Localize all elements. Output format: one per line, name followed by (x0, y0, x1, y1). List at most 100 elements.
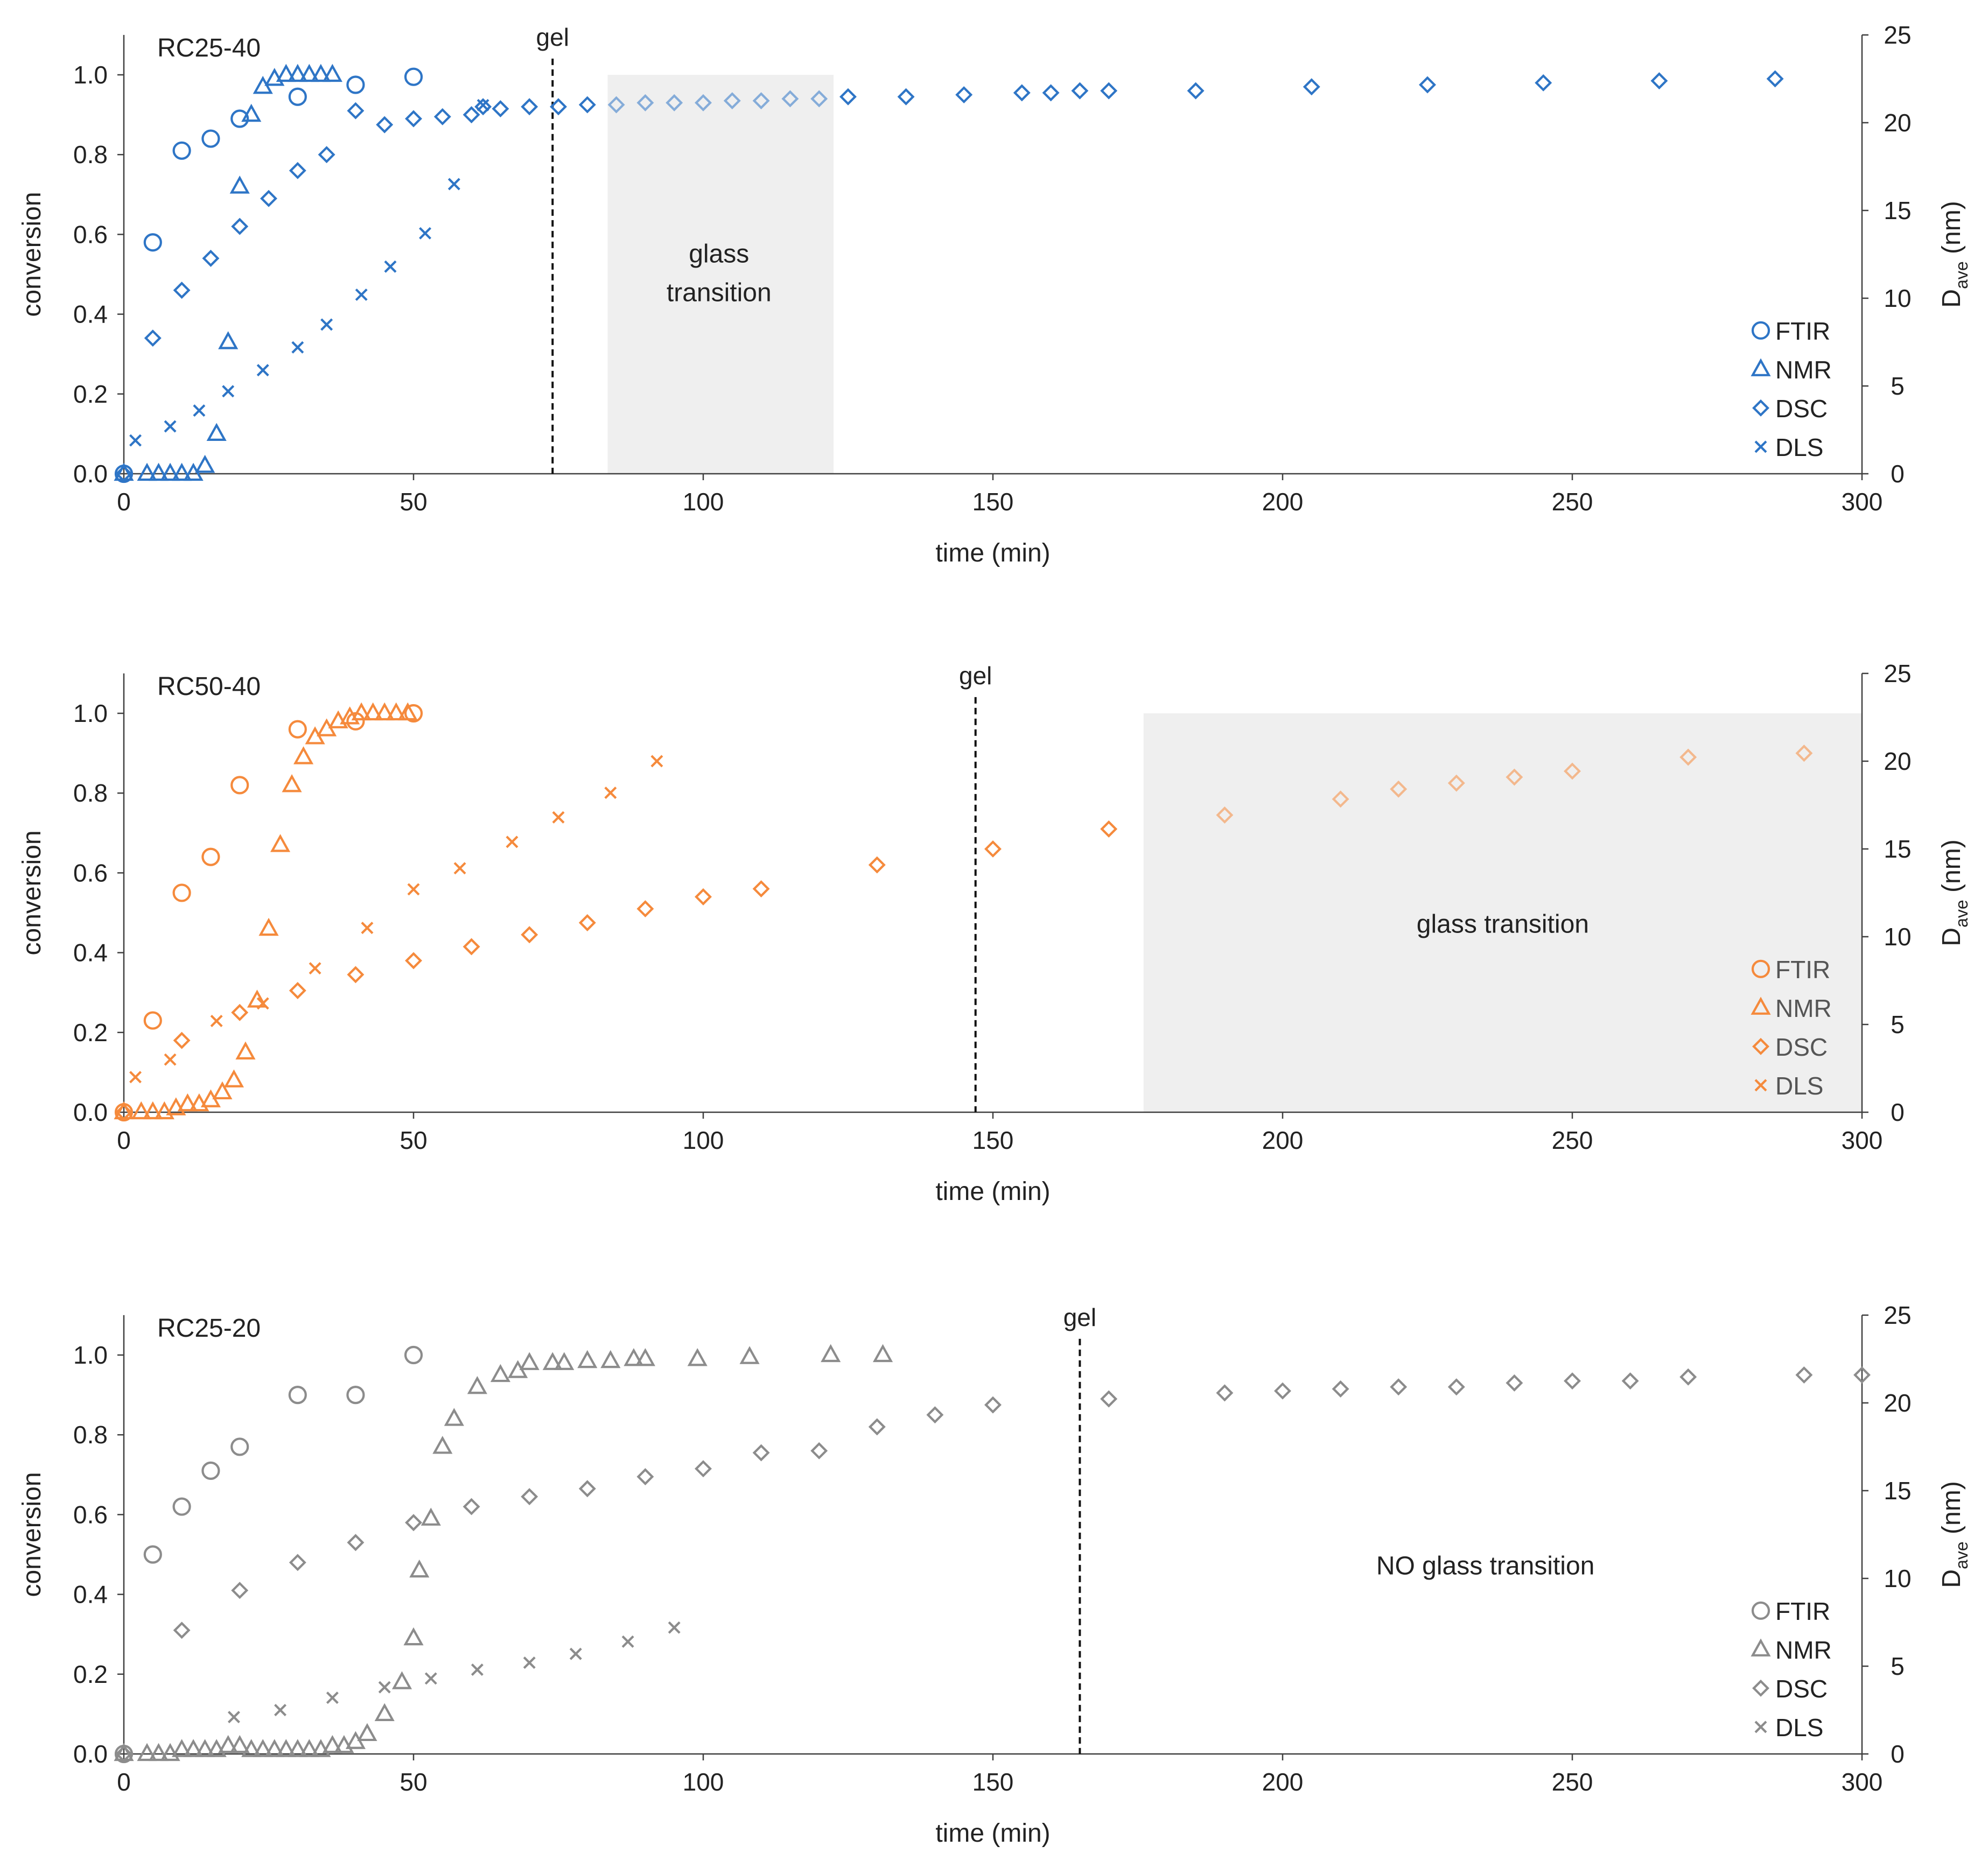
data-point-dsc (695, 1460, 712, 1478)
y-tick-label-left: 0.2 (73, 1019, 108, 1047)
data-point-nmr (143, 1101, 163, 1120)
y-tick-label-right: 20 (1884, 1389, 1911, 1417)
y-tick-label-right: 20 (1884, 747, 1911, 775)
y-tick-label-right: 20 (1884, 109, 1911, 137)
data-point-nmr (432, 1436, 453, 1454)
data-point-ftir (172, 1497, 191, 1516)
data-point-nmr (148, 1743, 169, 1761)
y-tick-label-right: 5 (1891, 1652, 1905, 1680)
y-axis-title: conversion (18, 830, 46, 955)
data-point-ftir (288, 720, 307, 739)
series-NMR (114, 1344, 893, 1761)
data-point-nmr (391, 1671, 412, 1689)
data-point-dsc (550, 98, 567, 116)
data-point-dsc (810, 1442, 828, 1459)
data-point-nmr (357, 1723, 377, 1742)
y-tick-label-left: 1.0 (73, 1341, 108, 1369)
data-point-ftir (201, 847, 220, 866)
data-point-dls (326, 1691, 339, 1704)
data-point-dsc (578, 1480, 596, 1498)
data-point-dsc (752, 880, 770, 898)
gel-label: gel (536, 23, 569, 51)
data-point-ftir (143, 233, 162, 252)
data-point-nmr (554, 1352, 575, 1370)
data-point-dls (650, 755, 663, 768)
data-point-dsc (578, 914, 596, 931)
data-point-dsc (723, 92, 741, 110)
data-point-dls (453, 862, 466, 875)
legend-marker-ftir (1751, 959, 1770, 978)
data-point-nmr (212, 1081, 233, 1100)
legend-label-dsc: DSC (1775, 1675, 1828, 1703)
data-point-dsc (347, 966, 365, 984)
data-point-dsc (433, 108, 451, 125)
data-point-nmr (177, 1093, 198, 1112)
data-point-dsc (173, 1622, 191, 1639)
legend-marker-dls (1754, 1079, 1767, 1092)
region-label: transition (667, 278, 772, 307)
data-point-nmr (311, 64, 331, 82)
legend-marker-dls (1754, 440, 1767, 453)
data-point-dsc (897, 88, 915, 106)
data-point-nmr (739, 1346, 760, 1364)
data-point-dsc (1100, 1390, 1118, 1408)
glass-transition-region (1143, 713, 1862, 1112)
panel-RC25-40: 0 50 100 150 200 250 300 0.0 0.2 0.4 0.6 0.8 1.0 0 5 10… (18, 21, 1971, 567)
data-point-dls (523, 1656, 536, 1669)
data-point-dsc (474, 98, 492, 116)
data-point-nmr (218, 1735, 239, 1753)
data-point-dsc (1795, 745, 1813, 762)
data-point-dls (193, 404, 206, 417)
data-point-nmr (293, 746, 314, 764)
x-tick-label: 150 (972, 1768, 1014, 1796)
data-point-dsc (1506, 768, 1523, 786)
data-point-ftir (172, 141, 191, 160)
data-point-nmr (542, 1352, 563, 1370)
data-point-nmr (577, 1350, 598, 1368)
y2-title-unit: (nm) (1937, 1481, 1966, 1541)
data-point-dsc (1766, 70, 1784, 88)
data-point-dsc (1216, 806, 1234, 824)
y2-title-main: D (1937, 928, 1966, 946)
data-point-nmr (270, 834, 291, 852)
data-point-ftir (346, 1386, 365, 1405)
data-point-nmr (374, 1703, 395, 1721)
data-point-dsc (984, 1396, 1002, 1414)
data-point-nmr (206, 1739, 227, 1757)
data-point-nmr (322, 1735, 342, 1753)
y2-title-sub: ave (1952, 1541, 1971, 1569)
legend-label-dsc: DSC (1775, 395, 1828, 423)
data-point-ftir (172, 883, 191, 902)
y-tick-label-right: 5 (1891, 372, 1905, 400)
data-point-nmr (328, 710, 348, 728)
legend-marker-dsc (1752, 1037, 1769, 1055)
data-point-dls (604, 787, 617, 799)
x-tick-label: 300 (1842, 1768, 1883, 1796)
legend-label-dls: DLS (1775, 1714, 1823, 1742)
series-DSC (115, 1366, 1871, 1763)
data-point-dls (378, 1681, 391, 1694)
data-point-dls (274, 1704, 287, 1716)
y2-axis-title: Dave (nm) (1937, 201, 1971, 307)
y-tick-label-left: 0.6 (73, 220, 108, 248)
data-point-dsc (173, 1031, 191, 1049)
y-tick-label-left: 0.6 (73, 859, 108, 887)
data-point-dsc (752, 1444, 770, 1462)
x-axis-title: time (min) (935, 1177, 1050, 1206)
data-point-ftir (404, 704, 423, 723)
data-point-dsc (405, 110, 422, 128)
data-point-dsc (1100, 820, 1118, 838)
y-tick-label-left: 0.2 (73, 1660, 108, 1688)
y-axis-title: conversion (18, 192, 46, 317)
y-tick-label-right: 25 (1884, 21, 1911, 49)
data-point-dls (256, 364, 269, 377)
data-point-nmr (131, 1101, 151, 1120)
data-point-dsc (1274, 1382, 1291, 1400)
data-point-nmr (241, 103, 262, 122)
y-tick-label-right: 25 (1884, 659, 1911, 687)
data-point-dsc (115, 1104, 132, 1121)
data-point-dsc (607, 96, 625, 114)
series-DLS (129, 99, 489, 447)
data-point-dsc (173, 282, 191, 299)
data-point-dsc (868, 856, 886, 874)
